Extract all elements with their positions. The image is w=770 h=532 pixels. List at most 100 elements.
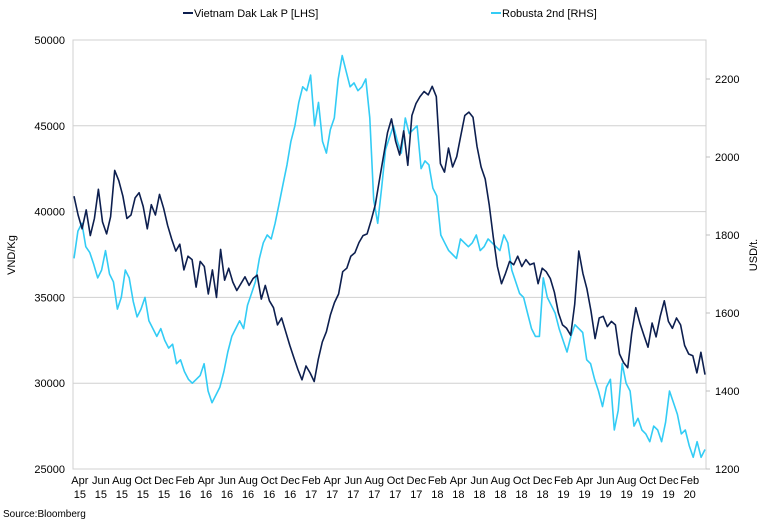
x-tick-year: 16 bbox=[200, 489, 212, 501]
x-tick-label: Apr 19 bbox=[576, 475, 593, 501]
x-tick-year: 19 bbox=[578, 489, 590, 501]
x-tick-label: Aug 18 bbox=[491, 475, 511, 501]
x-tick-label: Oct 15 bbox=[134, 475, 151, 501]
x-tick-label: Oct 17 bbox=[387, 475, 404, 501]
x-tick-month: Apr bbox=[324, 475, 341, 487]
x-tick-year: 19 bbox=[642, 489, 654, 501]
y-tick-label-left: 45000 bbox=[34, 121, 65, 133]
x-tick-month: Apr bbox=[71, 475, 88, 487]
legend: Vietnam Dak Lak P [LHS] Robusta 2nd [RHS… bbox=[183, 8, 597, 20]
y-tick-label-right: 2200 bbox=[715, 74, 739, 86]
x-tick-month: Jun bbox=[597, 475, 615, 487]
x-tick-year: 16 bbox=[263, 489, 275, 501]
x-tick-month: Oct bbox=[513, 475, 530, 487]
x-tick-label: Dec 16 bbox=[280, 475, 300, 501]
x-tick-month: Aug bbox=[112, 475, 132, 487]
x-tick-year: 15 bbox=[95, 489, 107, 501]
x-tick-month: Feb bbox=[680, 475, 699, 487]
x-tick-month: Dec bbox=[280, 475, 300, 487]
x-tick-year: 17 bbox=[410, 489, 422, 501]
x-tick-label: Feb 19 bbox=[554, 475, 573, 501]
y-tick-label-left: 35000 bbox=[34, 292, 65, 304]
x-tick-year: 18 bbox=[494, 489, 506, 501]
x-tick-year: 16 bbox=[284, 489, 296, 501]
series-line-robusta-2nd bbox=[73, 54, 706, 459]
x-tick-label: Jun 19 bbox=[597, 475, 615, 501]
x-tick-year: 17 bbox=[326, 489, 338, 501]
plot-area-frame bbox=[72, 39, 707, 470]
x-tick-year: 18 bbox=[515, 489, 527, 501]
x-tick-month: Dec bbox=[407, 475, 427, 487]
gridlines bbox=[73, 125, 706, 384]
y-tick-label-right: 2000 bbox=[715, 152, 739, 164]
x-tick-label: Apr 17 bbox=[324, 475, 341, 501]
x-tick-label: Aug 15 bbox=[112, 475, 132, 501]
x-tick-label: Aug 17 bbox=[364, 475, 384, 501]
series-line-vietnam-dak-lak bbox=[73, 85, 706, 383]
x-tick-month: Dec bbox=[659, 475, 679, 487]
x-tick-year: 18 bbox=[452, 489, 464, 501]
source-note: Source:Bloomberg bbox=[3, 509, 86, 520]
y-tick-label-left: 40000 bbox=[34, 207, 65, 219]
x-tick-year: 15 bbox=[158, 489, 170, 501]
x-tick-label: Oct 16 bbox=[261, 475, 278, 501]
x-tick-label: Dec 18 bbox=[533, 475, 553, 501]
x-tick-label: Apr 15 bbox=[71, 475, 88, 501]
x-tick-year: 19 bbox=[663, 489, 675, 501]
x-tick-label: Feb 17 bbox=[302, 475, 321, 501]
x-tick-year: 17 bbox=[347, 489, 359, 501]
x-tick-month: Jun bbox=[92, 475, 110, 487]
x-tick-month: Oct bbox=[134, 475, 151, 487]
x-tick-month: Aug bbox=[617, 475, 637, 487]
x-tick-label: Apr 16 bbox=[197, 475, 214, 501]
x-tick-label: Dec 17 bbox=[407, 475, 427, 501]
y-axis-left: 25000 30000 35000 40000 45000 50000 bbox=[34, 35, 65, 476]
x-tick-month: Feb bbox=[175, 475, 194, 487]
x-tick-year: 15 bbox=[137, 489, 149, 501]
x-tick-label: Oct 19 bbox=[639, 475, 656, 501]
x-tick-month: Jun bbox=[218, 475, 236, 487]
legend-label-vietnam: Vietnam Dak Lak P [LHS] bbox=[194, 8, 318, 20]
x-tick-month: Apr bbox=[450, 475, 467, 487]
y-tick-label-left: 30000 bbox=[34, 378, 65, 390]
x-tick-year: 19 bbox=[557, 489, 569, 501]
x-tick-year: 16 bbox=[221, 489, 233, 501]
y-tick-label-right: 1200 bbox=[715, 464, 739, 476]
series-group bbox=[73, 54, 706, 459]
x-tick-month: Apr bbox=[197, 475, 214, 487]
x-tick-label: Dec 19 bbox=[659, 475, 679, 501]
x-tick-year: 17 bbox=[305, 489, 317, 501]
x-tick-label: Aug 19 bbox=[617, 475, 637, 501]
x-tick-year: 15 bbox=[74, 489, 86, 501]
x-tick-month: Dec bbox=[154, 475, 174, 487]
x-tick-month: Aug bbox=[364, 475, 384, 487]
x-tick-month: Aug bbox=[491, 475, 511, 487]
x-axis: Apr 15 Jun 15 Aug 15 Oct 15 Dec 15 Feb 16 Apr 16 Jun 16… bbox=[71, 475, 699, 501]
y-axis-left-title: VND/Kg bbox=[6, 235, 18, 275]
x-tick-month: Feb bbox=[428, 475, 447, 487]
x-tick-month: Jun bbox=[471, 475, 489, 487]
legend-label-robusta: Robusta 2nd [RHS] bbox=[502, 8, 597, 20]
x-tick-year: 17 bbox=[368, 489, 380, 501]
x-tick-label: Feb 16 bbox=[175, 475, 194, 501]
x-tick-label: Feb 20 bbox=[680, 475, 699, 501]
y-tick-label-right: 1800 bbox=[715, 230, 739, 242]
y-axis-right: 1200 1400 1600 1800 2000 2200 bbox=[706, 74, 739, 476]
x-tick-year: 15 bbox=[116, 489, 128, 501]
x-tick-label: Jun 15 bbox=[92, 475, 110, 501]
x-tick-month: Aug bbox=[238, 475, 258, 487]
x-tick-label: Feb 18 bbox=[428, 475, 447, 501]
y-tick-label-left: 25000 bbox=[34, 464, 65, 476]
y-tick-label-left: 50000 bbox=[34, 35, 65, 47]
x-tick-label: Apr 18 bbox=[450, 475, 467, 501]
x-tick-month: Oct bbox=[387, 475, 404, 487]
x-tick-label: Aug 16 bbox=[238, 475, 258, 501]
x-tick-year: 16 bbox=[179, 489, 191, 501]
x-tick-label: Jun 16 bbox=[218, 475, 236, 501]
x-tick-label: Dec 15 bbox=[154, 475, 174, 501]
x-tick-label: Oct 18 bbox=[513, 475, 530, 501]
x-tick-month: Oct bbox=[639, 475, 656, 487]
x-tick-year: 17 bbox=[389, 489, 401, 501]
x-tick-month: Dec bbox=[533, 475, 553, 487]
